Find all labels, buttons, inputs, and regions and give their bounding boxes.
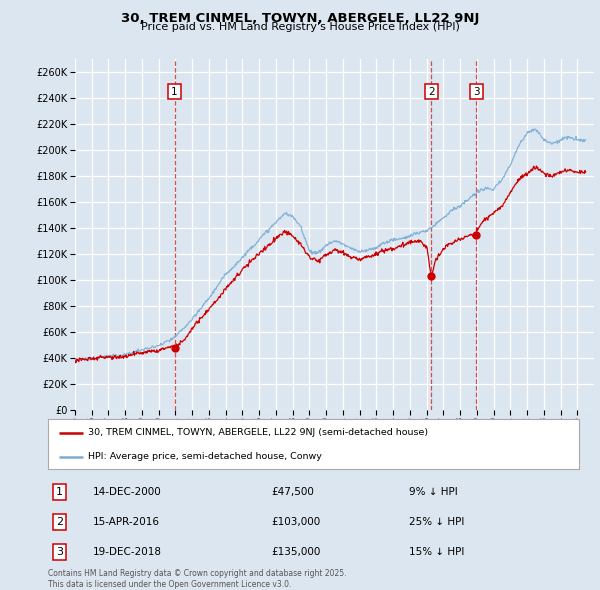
Text: 2: 2 (428, 87, 435, 97)
Text: 30, TREM CINMEL, TOWYN, ABERGELE, LL22 9NJ (semi-detached house): 30, TREM CINMEL, TOWYN, ABERGELE, LL22 9… (88, 428, 428, 437)
Text: 15-APR-2016: 15-APR-2016 (93, 517, 160, 527)
Text: Price paid vs. HM Land Registry's House Price Index (HPI): Price paid vs. HM Land Registry's House … (140, 22, 460, 32)
Text: 19-DEC-2018: 19-DEC-2018 (93, 547, 162, 557)
Text: £47,500: £47,500 (271, 487, 314, 497)
Text: 3: 3 (473, 87, 479, 97)
Text: 25% ↓ HPI: 25% ↓ HPI (409, 517, 464, 527)
Text: 30, TREM CINMEL, TOWYN, ABERGELE, LL22 9NJ: 30, TREM CINMEL, TOWYN, ABERGELE, LL22 9… (121, 12, 479, 25)
Text: 3: 3 (56, 547, 63, 557)
Text: £135,000: £135,000 (271, 547, 320, 557)
Text: 2: 2 (56, 517, 63, 527)
Text: Contains HM Land Registry data © Crown copyright and database right 2025.
This d: Contains HM Land Registry data © Crown c… (48, 569, 347, 589)
Text: 15% ↓ HPI: 15% ↓ HPI (409, 547, 464, 557)
Text: 9% ↓ HPI: 9% ↓ HPI (409, 487, 458, 497)
Text: £103,000: £103,000 (271, 517, 320, 527)
Text: 14-DEC-2000: 14-DEC-2000 (93, 487, 162, 497)
Text: 1: 1 (56, 487, 63, 497)
Text: 1: 1 (172, 87, 178, 97)
Text: HPI: Average price, semi-detached house, Conwy: HPI: Average price, semi-detached house,… (88, 452, 322, 461)
